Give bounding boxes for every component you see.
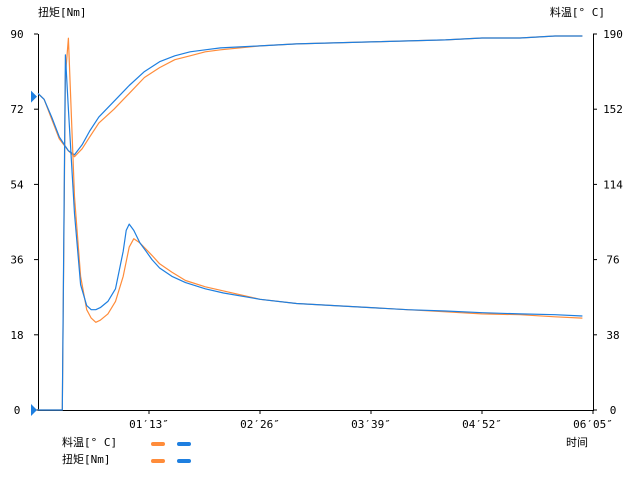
legend-swatch-temperature-blue — [177, 442, 191, 446]
x-tick-label: 04′52″ — [462, 418, 502, 431]
right-tick-label: 76 — [606, 254, 619, 267]
left-tick-label: 54 — [10, 178, 24, 191]
legend-swatch-temperature-orange — [151, 442, 165, 446]
series-group — [37, 35, 583, 411]
series-line-temperature-blue — [37, 35, 583, 156]
left-axis-title: 扭矩[Nm] — [38, 5, 87, 19]
x-tick-label: 03′39″ — [351, 418, 391, 431]
legend-swatch-torque-blue — [177, 459, 191, 463]
series-line-temperature-orange — [37, 35, 583, 158]
marker-group — [31, 90, 37, 416]
x-tick-group: 01′13″ 02′26″ 03′39″ 04′52″ 06′05″ — [129, 410, 613, 431]
x-tick-label: 06′05″ — [573, 418, 613, 431]
right-tick-label: 152 — [603, 103, 623, 116]
axis-level-marker[interactable] — [31, 90, 37, 103]
right-axis-title: 料温[° C] — [550, 5, 605, 19]
legend-swatch-torque-orange — [151, 459, 165, 463]
axes-group — [38, 34, 594, 411]
legend-label-torque: 扭矩[Nm] — [62, 453, 111, 466]
axis-level-marker[interactable] — [31, 404, 37, 416]
series-line-torque-orange — [38, 37, 583, 411]
left-tick-label: 0 — [14, 404, 21, 417]
left-tick-label: 90 — [10, 28, 23, 41]
left-tick-label: 18 — [10, 329, 23, 342]
right-tick-label: 38 — [606, 329, 619, 342]
x-axis-title: 时间 — [566, 436, 588, 449]
right-tick-label: 190 — [603, 28, 623, 41]
x-tick-label: 02′26″ — [240, 418, 280, 431]
left-tick-label: 72 — [10, 103, 23, 116]
legend-label-temperature: 料温[° C] — [62, 436, 118, 449]
x-tick-label: 01′13″ — [129, 418, 169, 431]
series-line-torque-blue — [38, 54, 583, 411]
left-tick-group: 0 18 36 54 72 90 — [10, 28, 38, 417]
right-tick-label: 0 — [610, 404, 617, 417]
right-tick-label: 114 — [603, 178, 623, 191]
right-tick-group: 0 38 76 114 152 190 — [593, 28, 623, 417]
left-tick-label: 36 — [10, 254, 23, 267]
